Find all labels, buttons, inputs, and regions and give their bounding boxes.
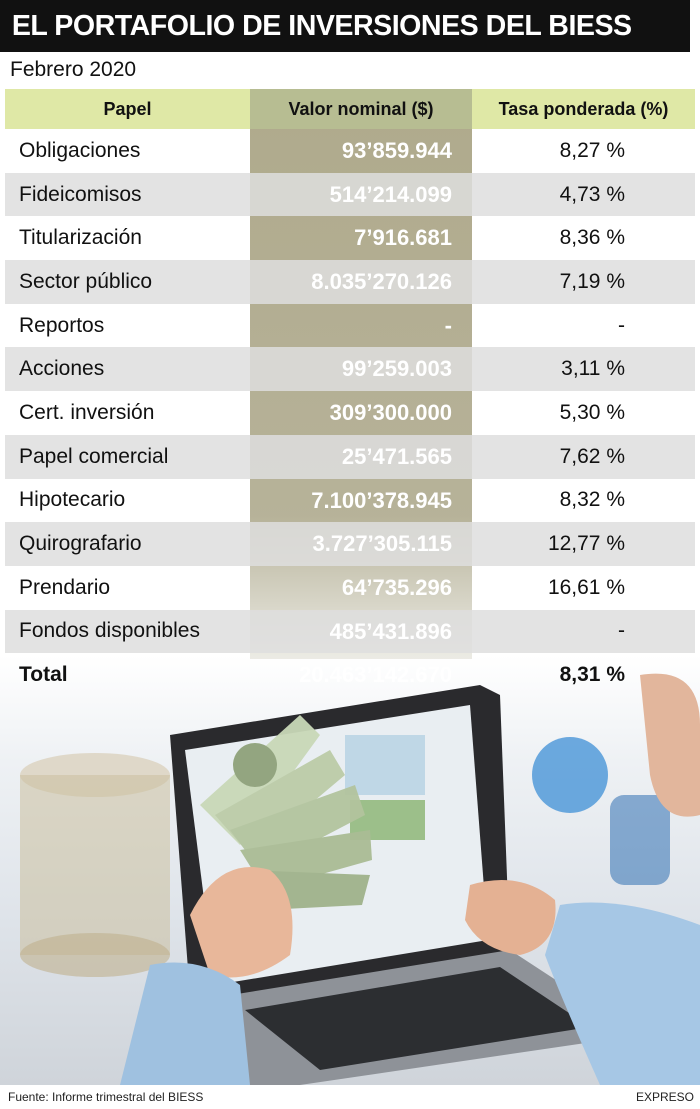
cell-tasa: 3,11 % <box>561 357 625 381</box>
table-body: Obligaciones 93’859.944 8,27 % Fideicomiso… <box>5 129 695 697</box>
cell-tasa: - <box>618 619 625 643</box>
cell-valor: 514’214.099 <box>329 181 452 207</box>
source-note: Fuente: Informe trimestral del BIESS <box>8 1090 204 1104</box>
cell-tasa: 8,27 % <box>559 138 625 162</box>
cell-papel: Papel comercial <box>19 444 169 468</box>
cell-papel: Cert. inversión <box>19 400 155 424</box>
table-row: Quirografario 3.727’305.115 12,77 % <box>5 522 695 566</box>
cell-papel: Acciones <box>19 357 105 381</box>
date-subtitle: Febrero 2020 <box>10 58 137 81</box>
cell-tasa: 8,36 % <box>559 226 625 250</box>
table-header: Papel Valor nominal ($) Tasa ponderada (… <box>5 89 695 129</box>
cell-valor: 3.727’305.115 <box>312 531 452 557</box>
header-papel: Papel <box>103 98 152 119</box>
laptop-money-illustration <box>0 655 700 1085</box>
total-valor: 20.463’142.670 <box>299 662 452 688</box>
table-row: Acciones 99’259.003 3,11 % <box>5 347 695 392</box>
table-row: Fideicomisos 514’214.099 4,73 % <box>5 172 695 217</box>
cell-papel: Prendario <box>19 575 111 599</box>
cell-papel: Quirografario <box>19 532 142 556</box>
total-label: Total <box>19 663 68 687</box>
cell-valor: 7’916.681 <box>354 225 452 251</box>
portfolio-table: Papel Valor nominal ($) Tasa ponderada (… <box>5 89 695 697</box>
cell-valor: 485’431.896 <box>329 618 452 644</box>
cell-valor: - <box>444 312 452 338</box>
total-row: Total 20.463’142.670 8,31 % <box>5 653 695 697</box>
cell-tasa: - <box>618 313 625 337</box>
cell-papel: Fideicomisos <box>19 182 142 206</box>
cell-tasa: 7,19 % <box>559 269 625 293</box>
table-row: Titularización 7’916.681 8,36 % <box>5 216 695 260</box>
cell-tasa: 5,30 % <box>559 400 625 424</box>
cell-valor: 25’471.565 <box>341 443 452 469</box>
cell-papel: Sector público <box>19 269 153 293</box>
cell-valor: 99’259.003 <box>341 356 452 382</box>
cell-tasa: 4,73 % <box>559 182 625 206</box>
total-tasa: 8,31 % <box>559 663 625 687</box>
cell-papel: Obligaciones <box>19 138 141 162</box>
cell-tasa: 8,32 % <box>559 488 625 512</box>
table-row: Obligaciones 93’859.944 8,27 % <box>5 129 695 173</box>
table-row: Papel comercial 25’471.565 7,62 % <box>5 434 695 479</box>
cell-papel: Fondos disponibles <box>19 619 200 643</box>
header-valor-nominal: Valor nominal ($) <box>250 89 472 129</box>
table-row: Prendario 64’735.296 16,61 % <box>5 566 695 610</box>
cell-tasa: 7,62 % <box>559 444 625 468</box>
cell-valor: 309’300.000 <box>329 400 452 426</box>
table-row: Cert. inversión 309’300.000 5,30 % <box>5 391 695 435</box>
cell-valor: 8.035’270.126 <box>311 269 452 295</box>
footer: Fuente: Informe trimestral del BIESS EXP… <box>0 1085 700 1109</box>
table-row: Sector público 8.035’270.126 7,19 % <box>5 260 695 304</box>
cell-valor: 7.100’378.945 <box>311 487 452 513</box>
cell-tasa: 12,77 % <box>547 532 625 556</box>
page-title: EL PORTAFOLIO DE INVERSIONES DEL BIESS <box>0 0 690 52</box>
table-row: Reportos - - <box>5 304 695 348</box>
table-row: Fondos disponibles 485’431.896 - <box>5 609 695 654</box>
cell-tasa: 16,61 % <box>547 575 625 599</box>
brand-logo-text: EXPRESO <box>635 1090 694 1104</box>
cell-valor: 64’735.296 <box>341 574 452 600</box>
header-tasa-ponderada: Tasa ponderada (%) <box>498 98 669 119</box>
cell-valor: 93’859.944 <box>341 138 452 163</box>
cell-papel: Titularización <box>19 226 142 250</box>
cell-papel: Hipotecario <box>19 488 126 512</box>
cell-papel: Reportos <box>19 313 105 337</box>
table-row: Hipotecario 7.100’378.945 8,32 % <box>5 479 695 523</box>
